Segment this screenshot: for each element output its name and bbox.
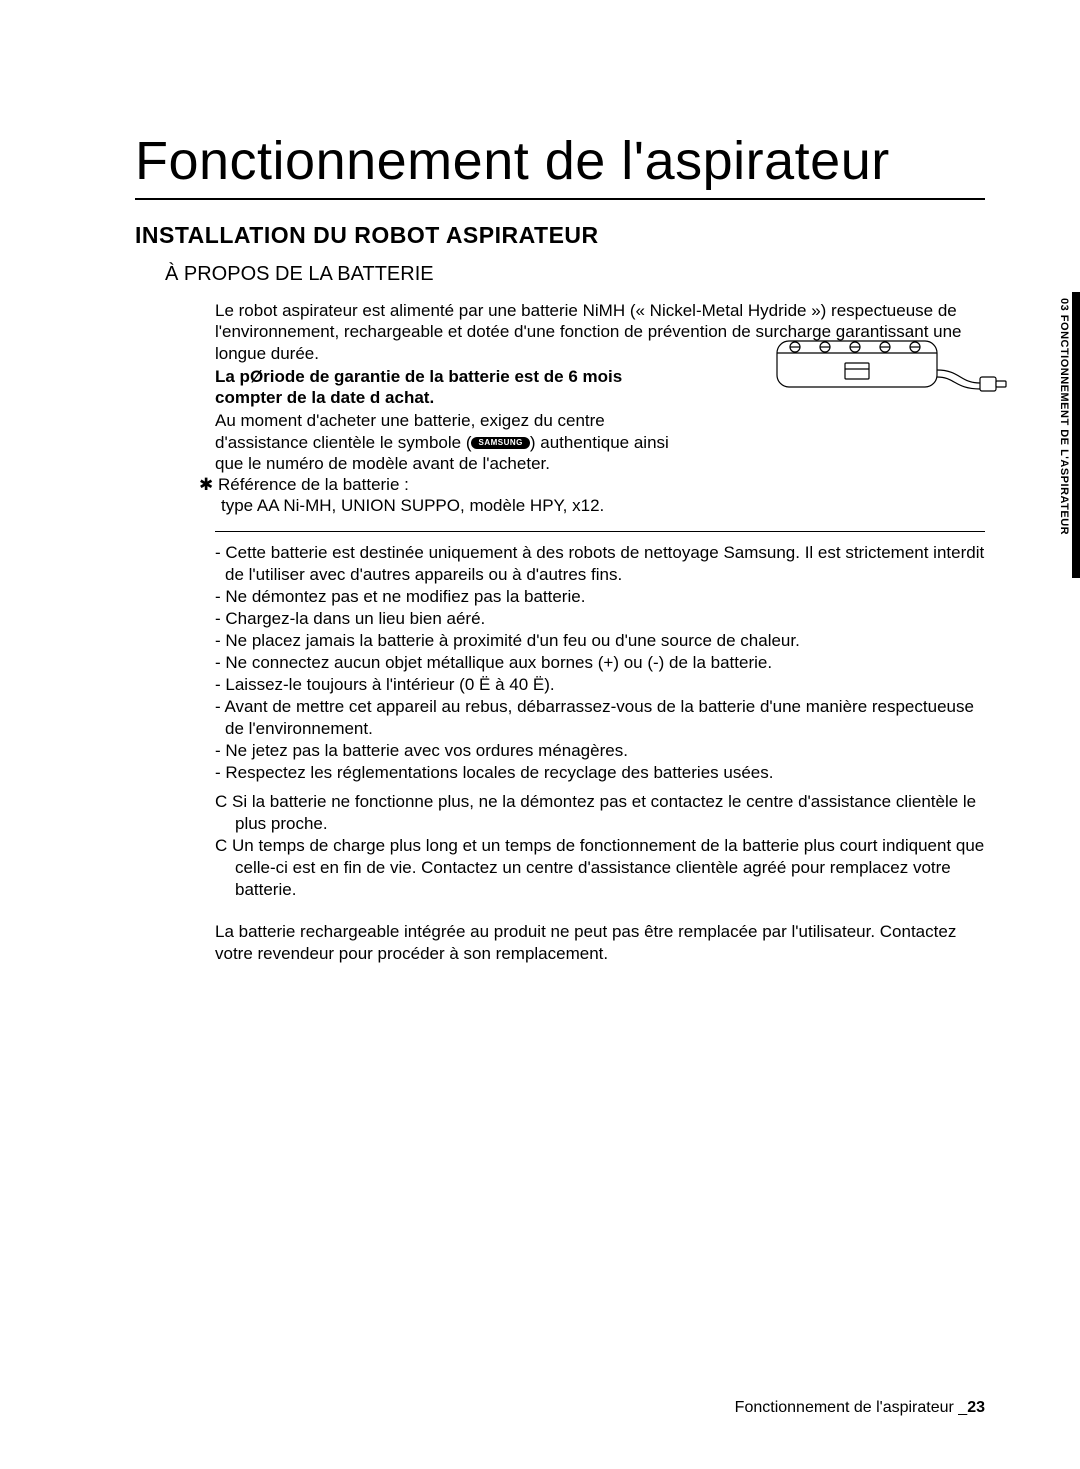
warranty-paragraph: La pØriode de garantie de la batterie es… — [215, 366, 685, 409]
chapter-side-stripe — [1072, 292, 1080, 578]
battery-reference-value: type AA Ni-MH, UNION SUPPO, modèle HPY, … — [221, 495, 985, 516]
section-title: INSTALLATION DU ROBOT ASPIRATEUR — [135, 222, 985, 249]
battery-warnings-list: - Cette batterie est destinée uniquement… — [215, 542, 985, 785]
list-item: - Ne connectez aucun objet métallique au… — [225, 652, 985, 674]
content-divider — [215, 531, 985, 532]
page-footer: Fonctionnement de l'aspirateur _23 — [735, 1399, 985, 1417]
purchase-paragraph: Au moment d'acheter une batterie, exigez… — [215, 410, 685, 474]
note-item: C Si la batterie ne fonctionne plus, ne … — [235, 791, 985, 835]
subsection-title: À PROPOS DE LA BATTERIE — [165, 263, 985, 286]
list-item: - Ne démontez pas et ne modifiez pas la … — [225, 586, 985, 608]
list-item: - Chargez-la dans un lieu bien aéré. — [225, 608, 985, 630]
list-item: - Ne jetez pas la batterie avec vos ordu… — [225, 740, 985, 762]
list-item: - Cette batterie est destinée uniquement… — [225, 542, 985, 586]
samsung-logo-icon: SAMSUNG — [471, 437, 529, 449]
note-item: C Un temps de charge plus long et un tem… — [235, 835, 985, 901]
final-paragraph: La batterie rechargeable intégrée au pro… — [215, 921, 985, 965]
notes-block: C Si la batterie ne fonctionne plus, ne … — [215, 791, 985, 901]
battery-pack-illustration — [775, 335, 1010, 395]
chapter-side-tab: 03 FONCTIONNEMENT DE L'ASPIRATEUR — [1056, 292, 1072, 541]
footer-text: Fonctionnement de l'aspirateur _ — [735, 1399, 968, 1416]
list-item: - Avant de mettre cet appareil au rebus,… — [225, 696, 985, 740]
battery-reference-label: ✱ Référence de la batterie : — [199, 474, 985, 495]
list-item: - Ne placez jamais la batterie à proximi… — [225, 630, 985, 652]
list-item: - Respectez les réglementations locales … — [225, 762, 985, 784]
page-main-title: Fonctionnement de l'aspirateur — [135, 130, 985, 200]
footer-page-number: 23 — [967, 1399, 985, 1416]
list-item: - Laissez-le toujours à l'intérieur (0 Ë… — [225, 674, 985, 696]
